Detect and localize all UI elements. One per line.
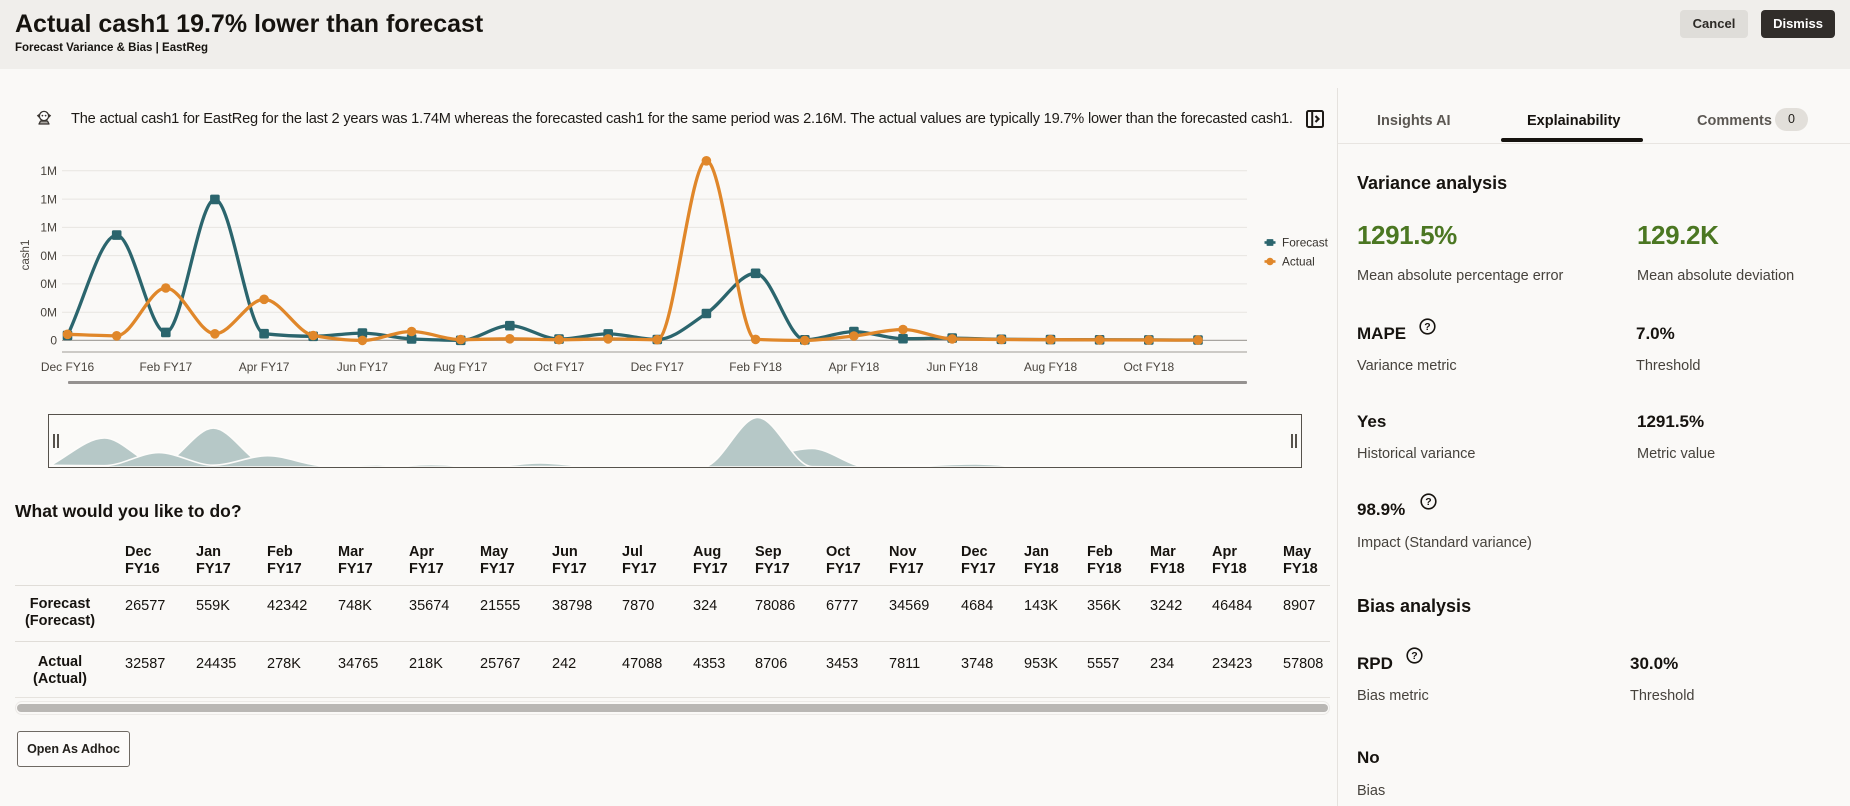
svg-text:0: 0 [50,334,57,348]
svg-text:1M: 1M [40,164,57,178]
svg-text:Jun FY18: Jun FY18 [927,360,979,374]
svg-text:1M: 1M [40,192,57,206]
svg-text:Actual: Actual [1282,255,1315,269]
svg-text:1M: 1M [40,221,57,235]
svg-text:Jun FY17: Jun FY17 [337,360,389,374]
svg-text:Apr FY17: Apr FY17 [239,360,290,374]
svg-text:cash1: cash1 [20,240,32,271]
svg-text:Aug FY17: Aug FY17 [434,360,488,374]
svg-text:?: ? [1425,496,1431,508]
svg-text:?: ? [1424,321,1430,333]
svg-text:Dec FY17: Dec FY17 [631,360,685,374]
svg-text:0M: 0M [40,305,57,319]
svg-text:Forecast: Forecast [1282,236,1329,250]
svg-text:Feb FY17: Feb FY17 [139,360,192,374]
svg-text:Oct FY18: Oct FY18 [1123,360,1174,374]
svg-text:0M: 0M [40,277,57,291]
svg-text:Aug FY18: Aug FY18 [1024,360,1078,374]
svg-text:Oct FY17: Oct FY17 [534,360,585,374]
svg-text:Dec FY16: Dec FY16 [41,360,95,374]
svg-text:Feb FY18: Feb FY18 [729,360,782,374]
svg-text:0M: 0M [40,249,57,263]
svg-text:?: ? [1411,650,1417,662]
svg-text:Apr FY18: Apr FY18 [829,360,880,374]
